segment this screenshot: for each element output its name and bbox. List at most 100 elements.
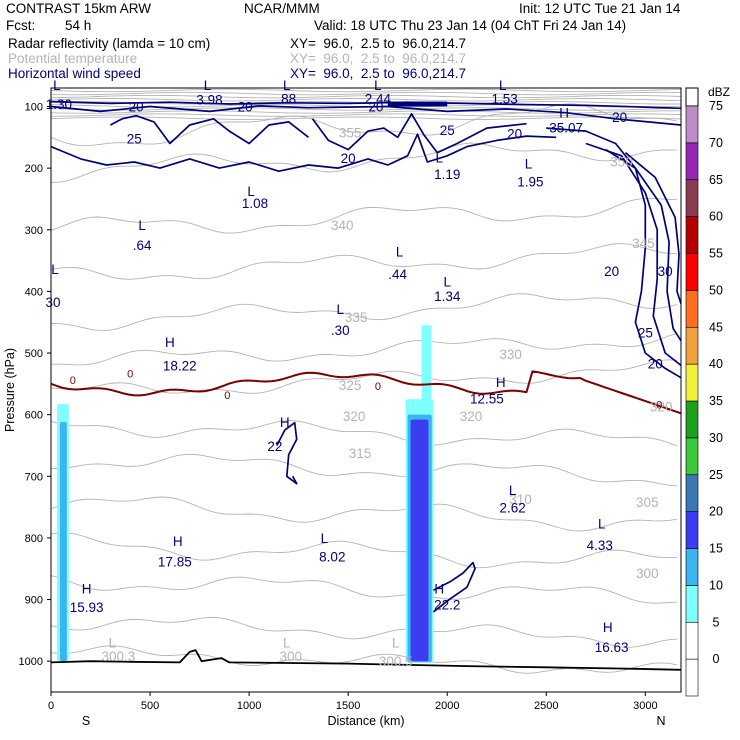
wind-contour: [311, 113, 527, 154]
wind-center-marker: L: [138, 218, 146, 233]
theta-contour: [51, 88, 681, 93]
theta-contour: [51, 616, 678, 648]
wind-center-marker: H: [82, 581, 92, 596]
wind-contour-label: 20: [129, 99, 144, 114]
reflectivity-column-left-inner: [59, 422, 67, 662]
x-tick-label: 500: [141, 700, 159, 712]
wind-center-marker: L: [53, 78, 61, 93]
wind-center-marker: H: [165, 335, 175, 350]
theta-label: 300.5: [379, 654, 413, 669]
colorbar-tick-label: 5: [713, 615, 720, 629]
wind-value-label: 18.22: [163, 358, 197, 373]
colorbar-tick-label: 25: [709, 468, 723, 482]
wind-value-label: 8.02: [319, 549, 345, 564]
colorbar-swatch: [685, 216, 699, 254]
wind-value-label: 1.53: [492, 91, 518, 106]
wind-contour-label: 20: [238, 99, 253, 114]
wind-center-marker: L: [247, 184, 255, 199]
theta-contour: [51, 103, 678, 147]
freezing-level-line: [51, 370, 681, 415]
contour-labels: 355 350 340 345 335 330 325 320 320 320 315 310 305 3…: [45, 78, 672, 669]
wind-center-marker: L: [525, 157, 533, 172]
wind-value-label: 16.63: [595, 640, 629, 655]
wind-value-label: .88: [277, 91, 296, 106]
colorbar-tick-label: 55: [709, 247, 723, 261]
x-tick-label: 2000: [435, 700, 459, 712]
field-reflectivity-name: Radar reflectivity (lamda = 10 cm): [8, 36, 211, 51]
x-tick-label: 1000: [237, 700, 261, 712]
y-tick-label: 700: [25, 471, 43, 483]
colorbar-swatch: [685, 105, 699, 144]
wind-value-label: 1.30: [46, 97, 72, 112]
freezing-label: 0: [656, 399, 662, 411]
colorbar-tick-label: 30: [709, 431, 723, 445]
wind-center-marker: L: [499, 78, 507, 93]
theta-contour: [51, 94, 681, 99]
y-axis-label: Pressure (hPa): [3, 348, 17, 432]
freezing-line: [51, 370, 681, 415]
wind-contour: [276, 421, 298, 485]
wind-center-marker: H: [603, 620, 613, 635]
init-time: Init: 12 UTC Tue 21 Jan 14: [519, 1, 681, 16]
freezing-label: 0: [127, 369, 133, 381]
reflectivity-column-right-core: [410, 419, 429, 662]
wind-contour: [110, 114, 310, 145]
wind-contour: [585, 142, 681, 366]
wind-value-label: 30: [45, 295, 60, 310]
wind-center-marker: L: [204, 78, 212, 93]
field-reflectivity-xy: XY= 96.0, 2.5 to 96.0,214.7: [290, 36, 467, 51]
wind-center-marker: L: [443, 274, 451, 289]
wind-value-label: 17.85: [158, 554, 192, 569]
colorbar-swatch: [685, 290, 699, 328]
valid-time: Valid: 18 UTC Thu 23 Jan 14 (04 ChT Fri …: [314, 18, 627, 33]
fcst-value: 54 h: [65, 18, 92, 33]
theta-contour: [51, 243, 678, 280]
theta-contour: [51, 110, 681, 114]
colorbar-tick-label: 10: [709, 578, 723, 592]
wind-value-label: .44: [388, 267, 407, 282]
wind-contour: [51, 100, 681, 110]
wind-contour-label: 20: [612, 110, 627, 125]
plot-frame: [50, 87, 682, 693]
theta-label: 300: [636, 566, 659, 581]
theta-label: 325: [339, 378, 362, 393]
theta-label: 300: [279, 649, 302, 664]
wind-contour-label: 30: [658, 264, 673, 279]
y-tick-label: 400: [25, 286, 43, 298]
wind-center-marker: L: [51, 262, 59, 277]
colorbar-swatch: [685, 179, 699, 217]
theta-label: 300.3: [101, 649, 135, 664]
theta-label: 335: [345, 310, 368, 325]
colorbar-tick-label: 0: [713, 652, 720, 666]
theta-label: L: [109, 636, 117, 651]
wind-contour: [432, 561, 476, 613]
wind-value-label: .64: [133, 238, 152, 253]
theta-contour: [51, 332, 678, 366]
wind-value-label: 15.93: [70, 600, 104, 615]
freezing-label: 0: [70, 375, 76, 387]
x-tick-label: 2500: [534, 700, 558, 712]
x-tick-label: 1500: [336, 700, 360, 712]
x-tick-label: 0: [48, 700, 54, 712]
theta-contour: [51, 113, 681, 117]
colorbar-swatch: [685, 437, 699, 476]
wind-value-label: .30: [331, 323, 350, 338]
wind-value-label: 3.98: [196, 93, 222, 108]
theta-label: L: [392, 636, 400, 651]
wind-value-label: 1.08: [242, 196, 268, 211]
model-title: CONTRAST 15km ARW: [6, 1, 152, 16]
theta-label: 355: [339, 125, 362, 140]
field-theta-name: Potential temperature: [8, 51, 138, 66]
theta-label: 315: [349, 446, 372, 461]
wind-contour: [546, 127, 681, 379]
theta-contour: [51, 645, 678, 674]
north-label: N: [656, 714, 665, 728]
theta-label: 305: [636, 495, 659, 510]
wind-center-marker: L: [374, 78, 382, 93]
field-wind-xy: XY= 96.0, 2.5 to 96.0,214.7: [290, 66, 467, 81]
colorbar-swatch: [685, 621, 699, 660]
wind-center-marker: L: [436, 151, 444, 166]
terrain-line: [51, 649, 681, 671]
reflectivity-fill: [56, 325, 434, 663]
wind-center-marker: L: [598, 517, 606, 532]
